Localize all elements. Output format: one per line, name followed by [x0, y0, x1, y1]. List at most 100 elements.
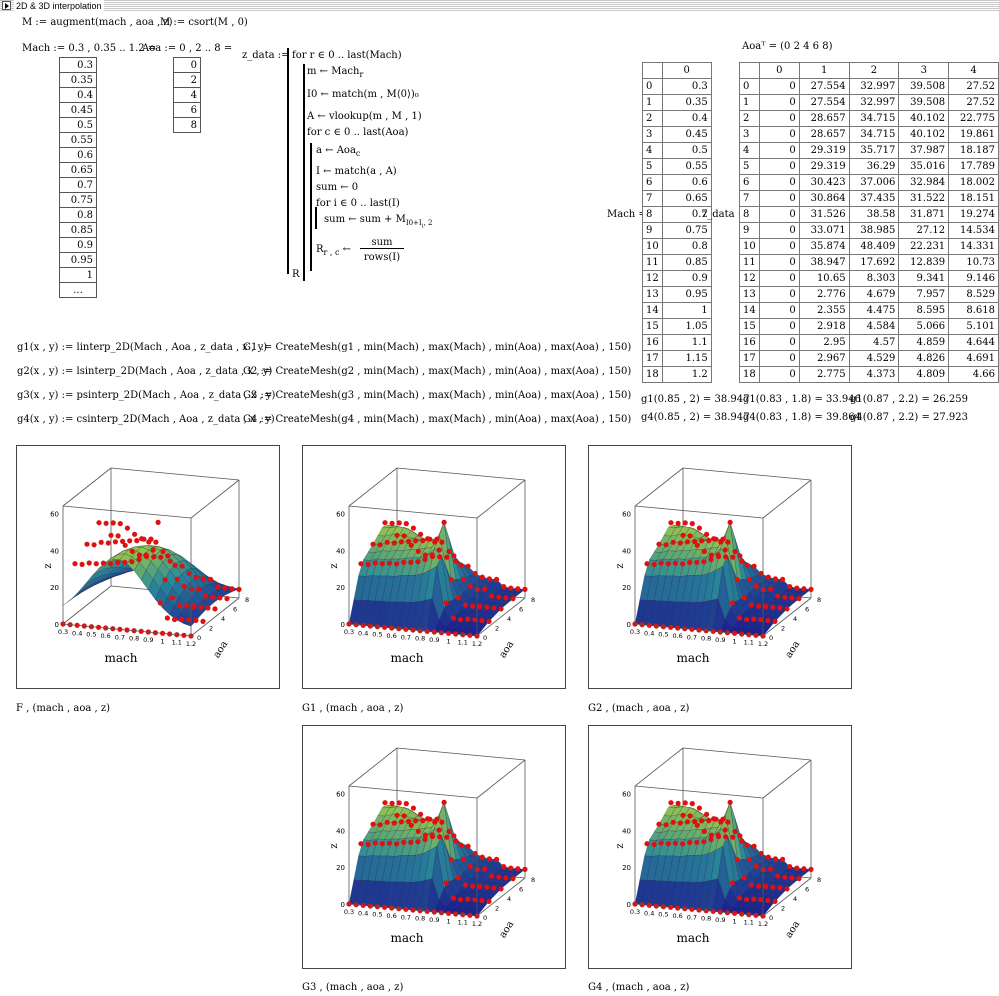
g1-eval-a[interactable]: g1(0.85 , 2) = 38.947 — [641, 394, 750, 405]
mach-tick-label: 0.8 — [415, 915, 425, 923]
data-point — [136, 556, 142, 563]
surface-plot-G2[interactable]: 60 40 20 0 0.3 0.4 0.5 0.6 0.7 0.8 0.9 1 1.1 1.2 0 2 4 6 8… — [588, 445, 852, 689]
list-cell: 4 — [173, 87, 201, 103]
g1-definition[interactable]: g1(x , y) := linterp_2D(Mach , Aoa , z_d… — [17, 342, 268, 353]
z-axis-label: z — [43, 563, 54, 568]
data-point — [508, 585, 514, 591]
z-tick-label: 40 — [336, 827, 345, 835]
data-point — [486, 618, 492, 624]
g1-eval-c[interactable]: g1(0.87 , 2.2) = 26.259 — [850, 394, 968, 405]
column-header: 3 — [898, 62, 950, 79]
mach-value-list[interactable]: 0.3 0.35 0.4 0.45 0.5 0.55 0.6 0.65 0.7 0.75 0.8 0.… — [59, 57, 97, 298]
matrix-cell: 4.475 — [848, 302, 900, 319]
row-index: 2 — [739, 110, 760, 127]
surface-plot-G1[interactable]: 60 40 20 0 0.3 0.4 0.5 0.6 0.7 0.8 0.9 1 1.1 1.2 0 2 4 6 8… — [302, 445, 566, 689]
matrix-row: 16 1.1 — [642, 334, 712, 351]
mach-tick-label: 1.2 — [758, 640, 768, 648]
data-point — [91, 542, 97, 548]
data-point — [508, 865, 514, 871]
data-point — [784, 886, 790, 892]
aoa-transpose-result[interactable]: Aoaᵀ = (0 2 4 6 8) — [742, 41, 833, 52]
list-cell: 0.85 — [59, 222, 97, 238]
matrix-cell: 0 — [758, 206, 800, 223]
data-point — [491, 885, 497, 891]
matrix-row: 18 0 2.775 4.373 4.809 4.66 — [739, 366, 999, 383]
data-point — [408, 542, 414, 548]
mach-tick-label: 0.5 — [658, 911, 668, 919]
data-point — [501, 584, 507, 590]
collapse-toggle-icon[interactable] — [2, 1, 11, 10]
data-point — [448, 857, 454, 863]
mach-matrix[interactable]: 0 0 0.3 1 0.35 2 0.4 3 0.45 4 0.5 5 0.55 6 0.6 7 0.65 8 0.… — [642, 62, 712, 383]
data-point — [465, 563, 471, 569]
aoa-definition[interactable]: Aoa := 0 , 2 .. 8 = — [142, 43, 233, 54]
data-point — [704, 811, 710, 817]
zdata-program[interactable]: z_data := for r ∈ 0 .. last(Mach) m ← Ma… — [240, 45, 432, 285]
data-point — [765, 897, 771, 903]
list-cell: 6 — [173, 102, 201, 118]
matrix-row: 0 0.3 — [642, 78, 712, 95]
data-point — [115, 559, 121, 565]
mach-tick-label: 0.9 — [715, 916, 725, 924]
surface-plot-F[interactable]: 60 40 20 0 0.3 0.4 0.5 0.6 0.7 0.8 0.9 1 1.1 1.2 0 2 4 6 8… — [16, 445, 280, 689]
G4-mesh-definition[interactable]: G4 := CreateMesh(g4 , min(Mach) , max(Ma… — [243, 414, 632, 425]
g4-definition[interactable]: g4(x , y) := csinterp_2D(Mach , Aoa , z_… — [17, 414, 275, 425]
data-point — [406, 818, 412, 824]
matrix-cell: 22.775 — [948, 110, 999, 127]
data-point — [689, 801, 695, 807]
G2-mesh-definition[interactable]: G2 := CreateMesh(g2 , min(Mach) , max(Ma… — [243, 366, 632, 377]
csort-definition[interactable]: M := csort(M , 0) — [160, 17, 248, 28]
row-index: 9 — [642, 222, 663, 239]
matrix-row: 12 0.9 — [642, 270, 712, 287]
data-point — [434, 816, 440, 822]
data-point — [134, 538, 140, 544]
data-point — [782, 874, 788, 880]
data-point — [455, 595, 461, 601]
data-point — [484, 604, 490, 610]
data-point — [450, 615, 456, 621]
data-point — [236, 586, 242, 592]
g4-eval-c[interactable]: g4(0.87 , 2.2) = 27.923 — [850, 412, 968, 423]
data-point — [510, 596, 516, 602]
matrix-cell: 0.4 — [661, 110, 712, 127]
g4-eval-b[interactable]: g4(0.83 , 1.8) = 39.864 — [743, 412, 861, 423]
surface-plot-G4[interactable]: 60 40 20 0 0.3 0.4 0.5 0.6 0.7 0.8 0.9 1 1.1 1.2 0 2 4 6 8… — [588, 725, 852, 969]
G1-mesh-definition[interactable]: G1 := CreateMesh(g1 , min(Mach) , max(Ma… — [243, 342, 632, 353]
data-point — [408, 839, 414, 845]
g3-definition[interactable]: g3(x , y) := psinterp_2D(Mach , Aoa , z_… — [17, 390, 276, 401]
mach-tick-label: 0.7 — [687, 633, 697, 641]
data-point — [148, 536, 154, 542]
surface-plot-G3[interactable]: 60 40 20 0 0.3 0.4 0.5 0.6 0.7 0.8 0.9 1 1.1 1.2 0 2 4 6 8… — [302, 725, 566, 969]
data-point — [808, 586, 814, 592]
data-point — [443, 600, 449, 606]
data-point — [105, 540, 111, 546]
data-point — [758, 850, 764, 857]
region-header[interactable]: 2D & 3D interpolation — [0, 0, 999, 12]
mach-definition[interactable]: Mach := 0.3 , 0.35 .. 1.2 = — [22, 43, 157, 54]
data-point — [644, 841, 650, 847]
g4-eval-a[interactable]: g4(0.85 , 2) = 38.947 — [641, 412, 750, 423]
data-point — [370, 821, 376, 827]
matrix-cell: 0 — [758, 334, 800, 351]
data-point — [696, 805, 702, 811]
matrix-cell: 30.423 — [798, 174, 850, 191]
g2-definition[interactable]: g2(x , y) := lsinterp_2D(Mach , Aoa , z_… — [17, 366, 273, 377]
program-bar-loop-r — [303, 64, 305, 281]
data-point — [434, 536, 440, 542]
data-point — [787, 864, 793, 870]
augment-definition[interactable]: M := augment(mach , aoa , z) — [22, 17, 173, 28]
data-point — [153, 539, 159, 545]
data-point — [687, 533, 693, 539]
data-point — [169, 595, 175, 601]
box-edge — [348, 747, 398, 787]
zdata-matrix[interactable]: 0 1 2 3 4 0 0 27.554 32.997 39.508 27.52 1 0 27.554 32… — [739, 62, 999, 383]
data-point — [741, 875, 747, 881]
matrix-cell: 18.151 — [948, 190, 999, 207]
list-cell: 0.9 — [59, 237, 97, 253]
G3-mesh-definition[interactable]: G3 := CreateMesh(g3 , min(Mach) , max(Ma… — [243, 390, 632, 401]
data-point — [663, 822, 669, 828]
matrix-cell: 39.508 — [898, 94, 950, 111]
aoa-tick-label: 8 — [817, 876, 821, 884]
g1-eval-b[interactable]: g1(0.83 , 1.8) = 33.946 — [743, 394, 861, 405]
